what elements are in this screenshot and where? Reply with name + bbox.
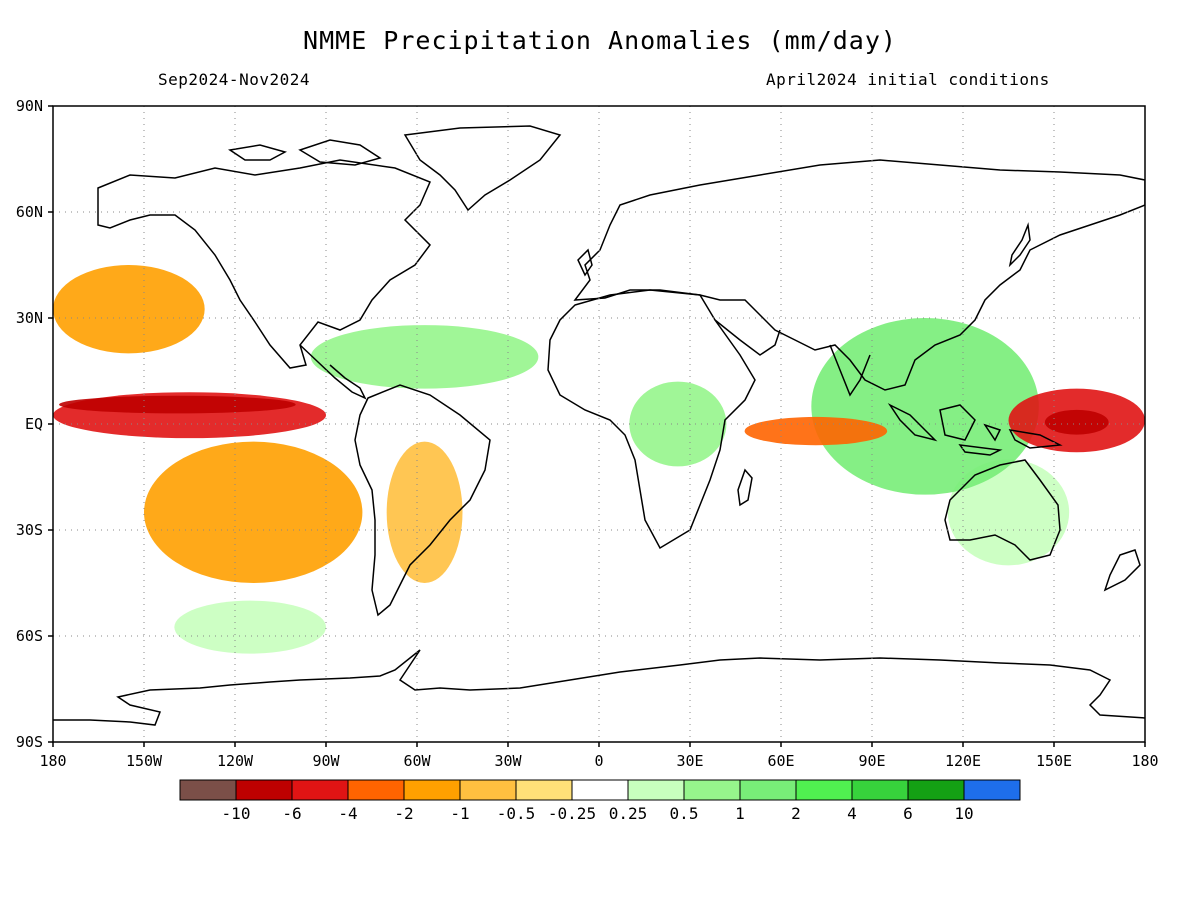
graticule: [53, 106, 1145, 742]
colorbar: -10 -6 -4 -2 -1 -0.5 -0.25 0.25 0.5 1 2 4 6 10: [179, 779, 1021, 823]
lon-label: 90W: [312, 752, 340, 770]
colorbar-swatch: [235, 779, 293, 801]
colorbar-swatch: [627, 779, 685, 801]
colorbar-label: -10: [222, 804, 251, 823]
uk-coastline: [577, 248, 593, 277]
new-zealand-coastline: [1103, 549, 1141, 592]
lon-label: 180: [39, 752, 66, 770]
colorbar-swatch: [179, 779, 237, 801]
forecast-period: Sep2024-Nov2024: [158, 70, 310, 89]
coastlines: [53, 125, 1145, 726]
anomaly-central-pacific-dry-band: [59, 395, 296, 414]
madagascar-coastline: [737, 468, 753, 507]
colorbar-label: 4: [847, 804, 857, 823]
colorbar-label: 1: [735, 804, 745, 823]
colorbar-swatch: [459, 779, 517, 801]
colorbar-swatch: [739, 779, 797, 801]
arctic-islands: [228, 139, 382, 166]
north-america-coastline: [97, 159, 431, 369]
colorbar-label: -1: [450, 804, 469, 823]
colorbar-swatch: [515, 779, 573, 801]
lon-label: 30W: [494, 752, 522, 770]
colorbar-swatch: [347, 779, 405, 801]
maritime-continent-coastline: [887, 403, 1063, 456]
lon-label: 180: [1131, 752, 1158, 770]
colorbar-label: 6: [903, 804, 913, 823]
central-america-coastline: [299, 344, 367, 400]
lat-label: 30S: [16, 521, 43, 539]
colorbar-label: -6: [282, 804, 301, 823]
colorbar-label: 2: [791, 804, 801, 823]
lat-label: 90N: [16, 97, 43, 115]
colorbar-swatch: [291, 779, 349, 801]
anomaly-amazon-dry: [386, 441, 463, 583]
colorbar-label: -2: [394, 804, 413, 823]
colorbar-label: -4: [338, 804, 357, 823]
south-america-coastline: [354, 384, 491, 617]
colorbar-swatch: [571, 779, 629, 801]
anomaly-se-pacific-dry-tongue: [144, 441, 363, 583]
anomaly-southern-ocean-wet: [174, 600, 326, 654]
lat-label: 60N: [16, 203, 43, 221]
anomaly-caribbean-wet: [310, 325, 539, 389]
japan-coastline: [1008, 222, 1031, 268]
lat-label: EQ: [25, 415, 43, 433]
lon-label: 150E: [1036, 752, 1072, 770]
colorbar-label: -0.5: [497, 804, 536, 823]
anomaly-maritime-continent-wet: [811, 318, 1039, 495]
colorbar-swatch: [851, 779, 909, 801]
colorbar-swatch: [795, 779, 853, 801]
colorbar-label: -0.25: [548, 804, 596, 823]
anomaly-indian-ocean-dry: [744, 416, 888, 446]
lon-label: 0: [594, 752, 603, 770]
lat-label: 30N: [16, 309, 43, 327]
lon-label: 120E: [945, 752, 981, 770]
lon-label: 90E: [858, 752, 885, 770]
anomaly-field: [53, 265, 1145, 654]
anomaly-w-pacific-dry-core: [1044, 409, 1109, 435]
lat-label: 90S: [16, 733, 43, 751]
lon-label: 150W: [126, 752, 163, 770]
colorbar-swatch: [683, 779, 741, 801]
arabia-india-coastline: [714, 319, 871, 397]
eurasia-coastline: [573, 159, 1145, 391]
lon-label: 30E: [676, 752, 703, 770]
australia-coastline: [944, 459, 1061, 561]
colorbar-label: 10: [954, 804, 973, 823]
lon-label: 60W: [403, 752, 431, 770]
anomaly-n-pacific-dry: [53, 265, 205, 354]
antarctica-coastline: [53, 649, 1145, 726]
colorbar-label: 0.5: [670, 804, 699, 823]
colorbar-label: 0.25: [609, 804, 648, 823]
colorbar-swatch: [907, 779, 965, 801]
greenland-coastline: [403, 125, 562, 212]
lon-label: 60E: [767, 752, 794, 770]
lon-label: 120W: [217, 752, 254, 770]
initial-conditions: April2024 initial conditions: [766, 70, 1050, 89]
colorbar-swatch: [403, 779, 461, 801]
colorbar-swatch: [963, 779, 1021, 801]
lat-label: 60S: [16, 627, 43, 645]
map-title: NMME Precipitation Anomalies (mm/day): [303, 26, 897, 55]
